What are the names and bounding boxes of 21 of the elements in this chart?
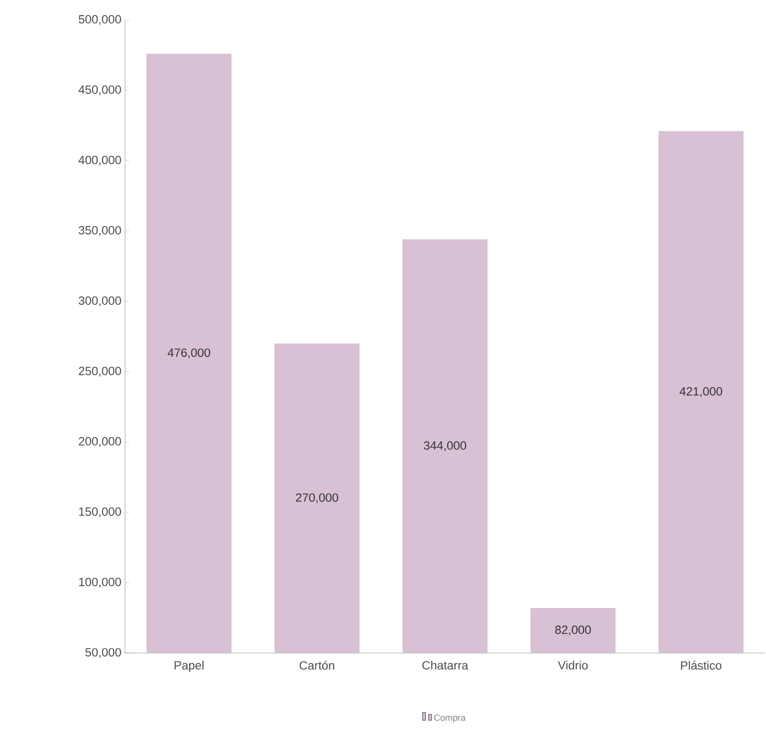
y-tick-label: 500,000 <box>78 15 122 25</box>
y-tick-label: 300,000 <box>78 296 122 306</box>
y-tick-label: 50,000 <box>85 648 122 658</box>
y-tick-label: 450,000 <box>78 85 122 96</box>
x-tick-label: Cartón <box>300 660 334 670</box>
y-tick-label: 350,000 <box>78 226 122 236</box>
y-tick-label: 150,000 <box>79 507 122 518</box>
x-tick-label: Chatarra <box>422 660 468 670</box>
data-label: 270,000 <box>296 493 338 504</box>
data-label: 82,000 <box>555 626 591 636</box>
y-tick-label: 100,000 <box>79 578 122 588</box>
data-label: 421,000 <box>680 387 722 397</box>
data-label: 344,000 <box>424 441 466 452</box>
x-tick-label: Plástico <box>681 660 722 670</box>
data-label: 476,000 <box>168 348 210 358</box>
y-tick-label: 200,000 <box>78 437 122 447</box>
x-tick-label: Vidrio <box>558 660 588 670</box>
y-tick-label: 400,000 <box>78 156 122 166</box>
legend-label: Compra <box>434 714 466 723</box>
x-tick-label: Papel <box>174 660 204 672</box>
y-tick-label: 250,000 <box>78 366 122 377</box>
